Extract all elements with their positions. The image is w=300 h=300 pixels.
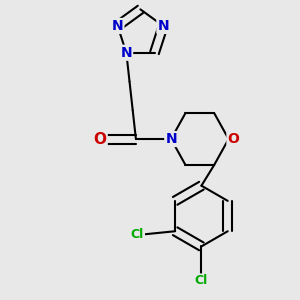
Text: O: O xyxy=(94,131,106,146)
Text: O: O xyxy=(227,132,239,146)
Text: N: N xyxy=(165,132,177,146)
Text: N: N xyxy=(121,46,132,60)
Text: Cl: Cl xyxy=(131,228,144,241)
Text: Cl: Cl xyxy=(195,274,208,287)
Text: N: N xyxy=(112,19,123,33)
Text: N: N xyxy=(158,19,169,33)
